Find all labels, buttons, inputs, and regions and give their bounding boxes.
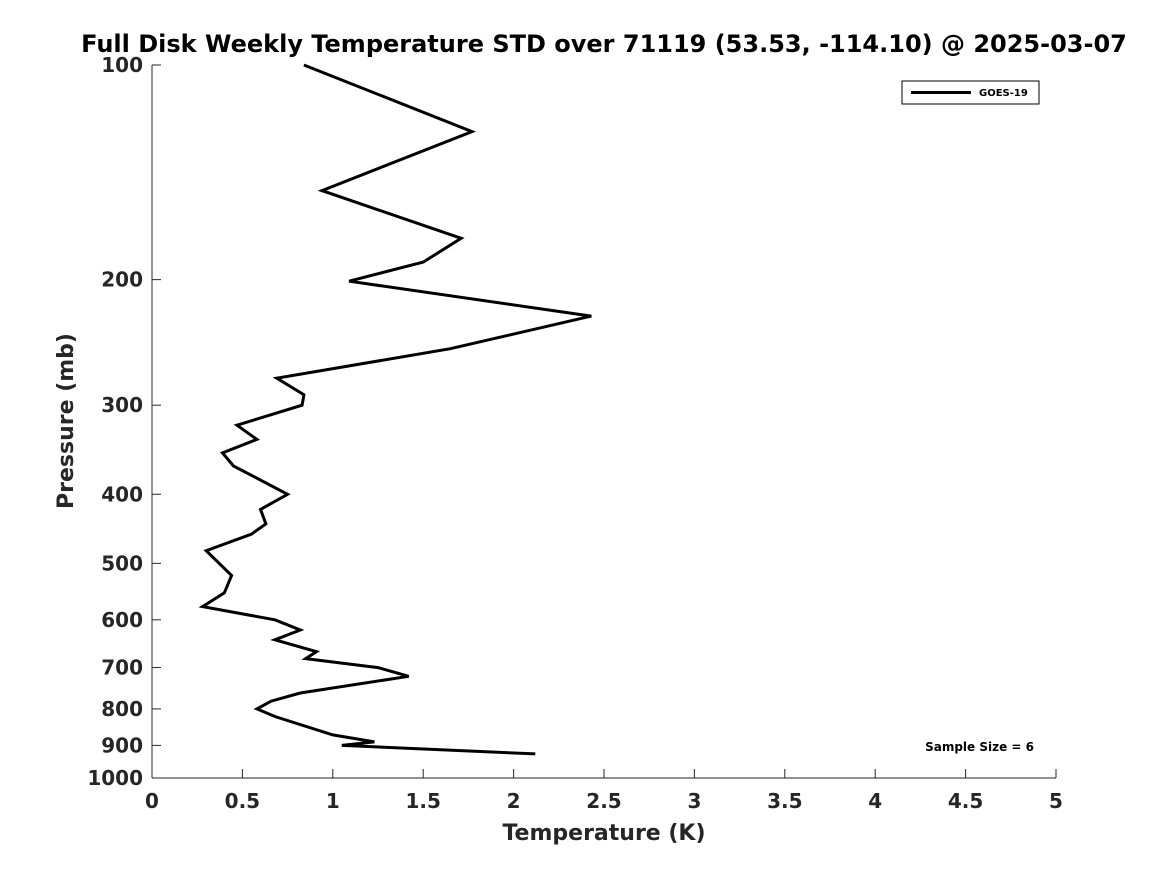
x-tick-label: 1: [326, 789, 340, 813]
legend-label-goes-19: GOES-19: [979, 88, 1028, 99]
x-tick-label: 4: [868, 789, 882, 813]
chart-title: Full Disk Weekly Temperature STD over 71…: [81, 30, 1127, 58]
y-tick-label: 800: [101, 697, 143, 721]
y-axis-label: Pressure (mb): [54, 333, 79, 509]
x-tick-label: 2: [507, 789, 521, 813]
y-tick-label: 300: [101, 393, 143, 417]
y-tick-label: 400: [101, 482, 143, 506]
x-tick-label: 0.5: [225, 789, 260, 813]
y-tick-label: 900: [101, 733, 143, 757]
y-tick-label: 500: [101, 551, 143, 575]
legend: GOES-19: [901, 80, 1040, 105]
x-tick-label: 0: [145, 789, 159, 813]
series-line-goes-19: [198, 63, 592, 756]
x-tick-label: 3.5: [767, 789, 802, 813]
y-tick-label: 600: [101, 608, 143, 632]
series-layer: [198, 63, 592, 756]
x-tick-label: 1.5: [405, 789, 440, 813]
sample-size-annotation: Sample Size = 6: [925, 740, 1034, 754]
x-tick-label: 3: [687, 789, 701, 813]
x-tick-label: 4.5: [948, 789, 983, 813]
x-axis-label: Temperature (K): [502, 821, 705, 846]
y-tick-label: 100: [101, 53, 143, 77]
y-tick-label: 700: [101, 656, 143, 680]
y-tick-label: 200: [101, 268, 143, 292]
plot-axes: 0 0.5 1 1.5 2 2.5 3 3.5 4 4.5 5 100 200 300 400 500 600 7…: [87, 53, 1063, 813]
y-tick-label: 1000: [87, 766, 143, 790]
x-tick-label: 2.5: [586, 789, 621, 813]
x-tick-label: 5: [1049, 789, 1063, 813]
